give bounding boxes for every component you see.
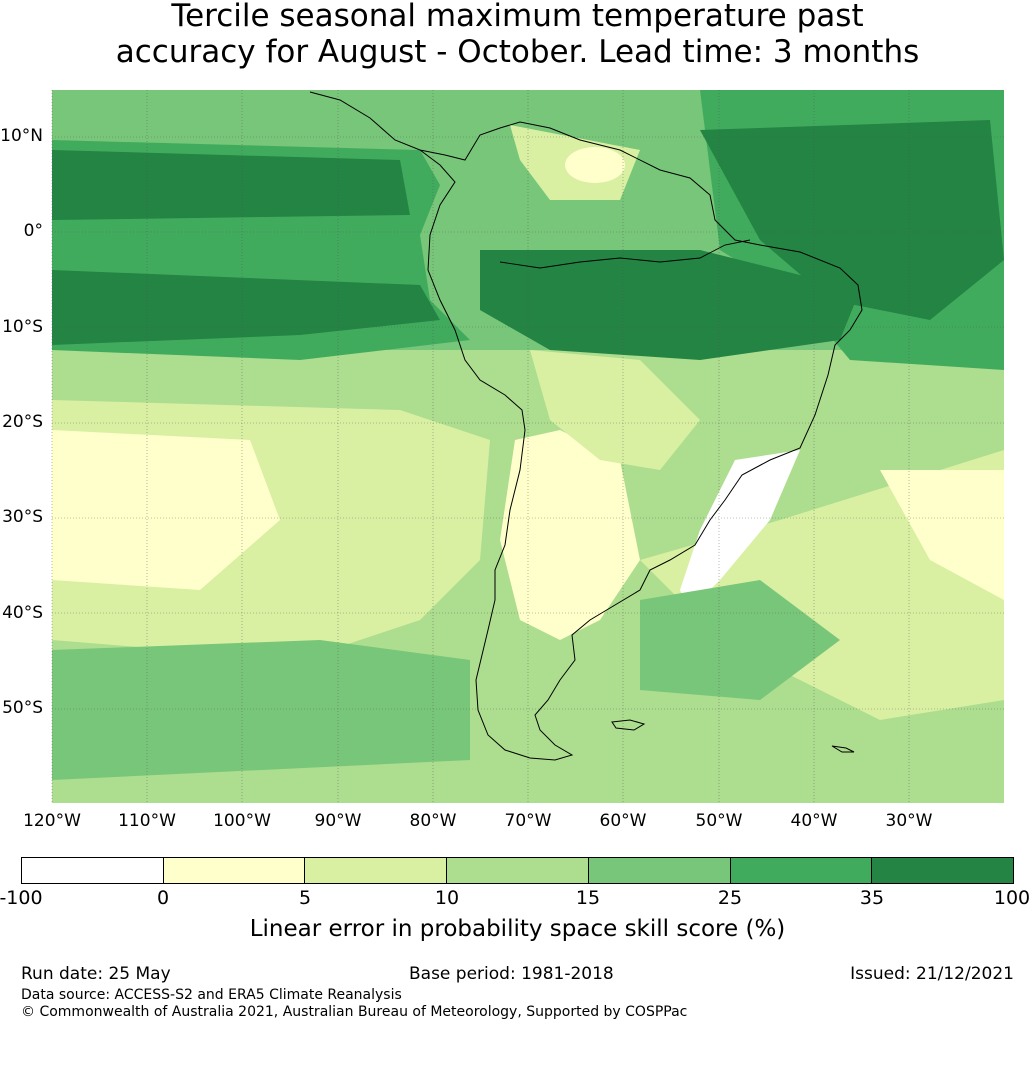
lon-label-40w: 40°W — [790, 811, 838, 831]
issued-date: Issued: 21/12/2021 — [850, 964, 1014, 984]
colorbar-tick: 35 — [859, 887, 885, 909]
pacific-band-very-high-skill — [52, 270, 440, 345]
central-brazil-low-skill — [530, 350, 700, 470]
lon-label-30w: 30°W — [885, 811, 933, 831]
argentina-low-skill — [500, 430, 640, 640]
colorbar-segment-25-35 — [730, 858, 873, 883]
colorbar-tick: 100 — [993, 887, 1031, 909]
lat-label-10s: 10°S — [2, 317, 43, 337]
run-date: Run date: 25 May — [21, 964, 171, 984]
south-pacific-very-low-skill — [52, 430, 280, 590]
colorbar-tick: 15 — [575, 887, 601, 909]
atlantic-very-high-skill — [700, 120, 1004, 320]
lon-label-110w: 110°W — [118, 811, 176, 831]
lon-label-60w: 60°W — [599, 811, 647, 831]
lat-label-20s: 20°S — [2, 412, 43, 432]
map-gridlines — [51, 90, 1004, 803]
colorbar-segment-no-skill — [22, 858, 164, 883]
map-title-line-2: accuracy for August - October. Lead time… — [115, 34, 920, 70]
southern-ocean-medium-skill — [52, 640, 470, 780]
colorbar-segment-10-15 — [447, 858, 589, 883]
colorbar-segment-0-5 — [163, 858, 306, 883]
lon-label-80w: 80°W — [409, 811, 457, 831]
argentina-coast-medium-skill — [640, 580, 840, 700]
colorbar-segment-5-10 — [305, 858, 448, 883]
lat-label-50s: 50°S — [2, 698, 43, 718]
colorbar-segment-35-100 — [872, 858, 1014, 883]
south-america-coastline — [309, 91, 863, 761]
lon-label-70w: 70°W — [504, 811, 552, 831]
venezuela-very-low-skill — [565, 147, 625, 183]
colorbar — [21, 857, 1014, 884]
colorbar-tick: -100 — [0, 887, 43, 909]
colorbar-label: Linear error in probability space skill … — [249, 916, 786, 942]
copyright-notice: © Commonwealth of Australia 2021, Austra… — [21, 1004, 688, 1020]
colorbar-segment-15-25 — [588, 858, 731, 883]
south-georgia-island — [831, 745, 855, 753]
colorbar-tick: 0 — [156, 887, 170, 909]
lat-label-30s: 30°S — [2, 507, 43, 527]
amazon-river — [499, 239, 751, 269]
lat-label-40s: 40°S — [2, 603, 43, 623]
lat-label-0: 0° — [23, 221, 43, 241]
lon-label-50w: 50°W — [695, 811, 743, 831]
skill-score-map — [51, 90, 1004, 803]
lon-label-100w: 100°W — [213, 811, 271, 831]
falkland-islands — [611, 719, 646, 731]
lon-label-120w: 120°W — [23, 811, 81, 831]
colorbar-tick: 25 — [717, 887, 743, 909]
colorbar-tick: 10 — [434, 887, 460, 909]
map-title-line-1: Tercile seasonal maximum temperature pas… — [171, 0, 864, 34]
brazil-coast-no-skill — [680, 450, 800, 610]
data-source: Data source: ACCESS-S2 and ERA5 Climate … — [21, 987, 402, 1003]
amazon-high-skill — [480, 250, 860, 360]
lat-label-10n: 10°N — [0, 126, 43, 146]
south-atlantic-very-low-skill — [880, 470, 1004, 600]
equatorial-pacific-very-high-skill — [52, 150, 410, 220]
colorbar-tick: 5 — [298, 887, 312, 909]
lon-label-90w: 90°W — [314, 811, 362, 831]
base-period: Base period: 1981-2018 — [409, 964, 614, 984]
